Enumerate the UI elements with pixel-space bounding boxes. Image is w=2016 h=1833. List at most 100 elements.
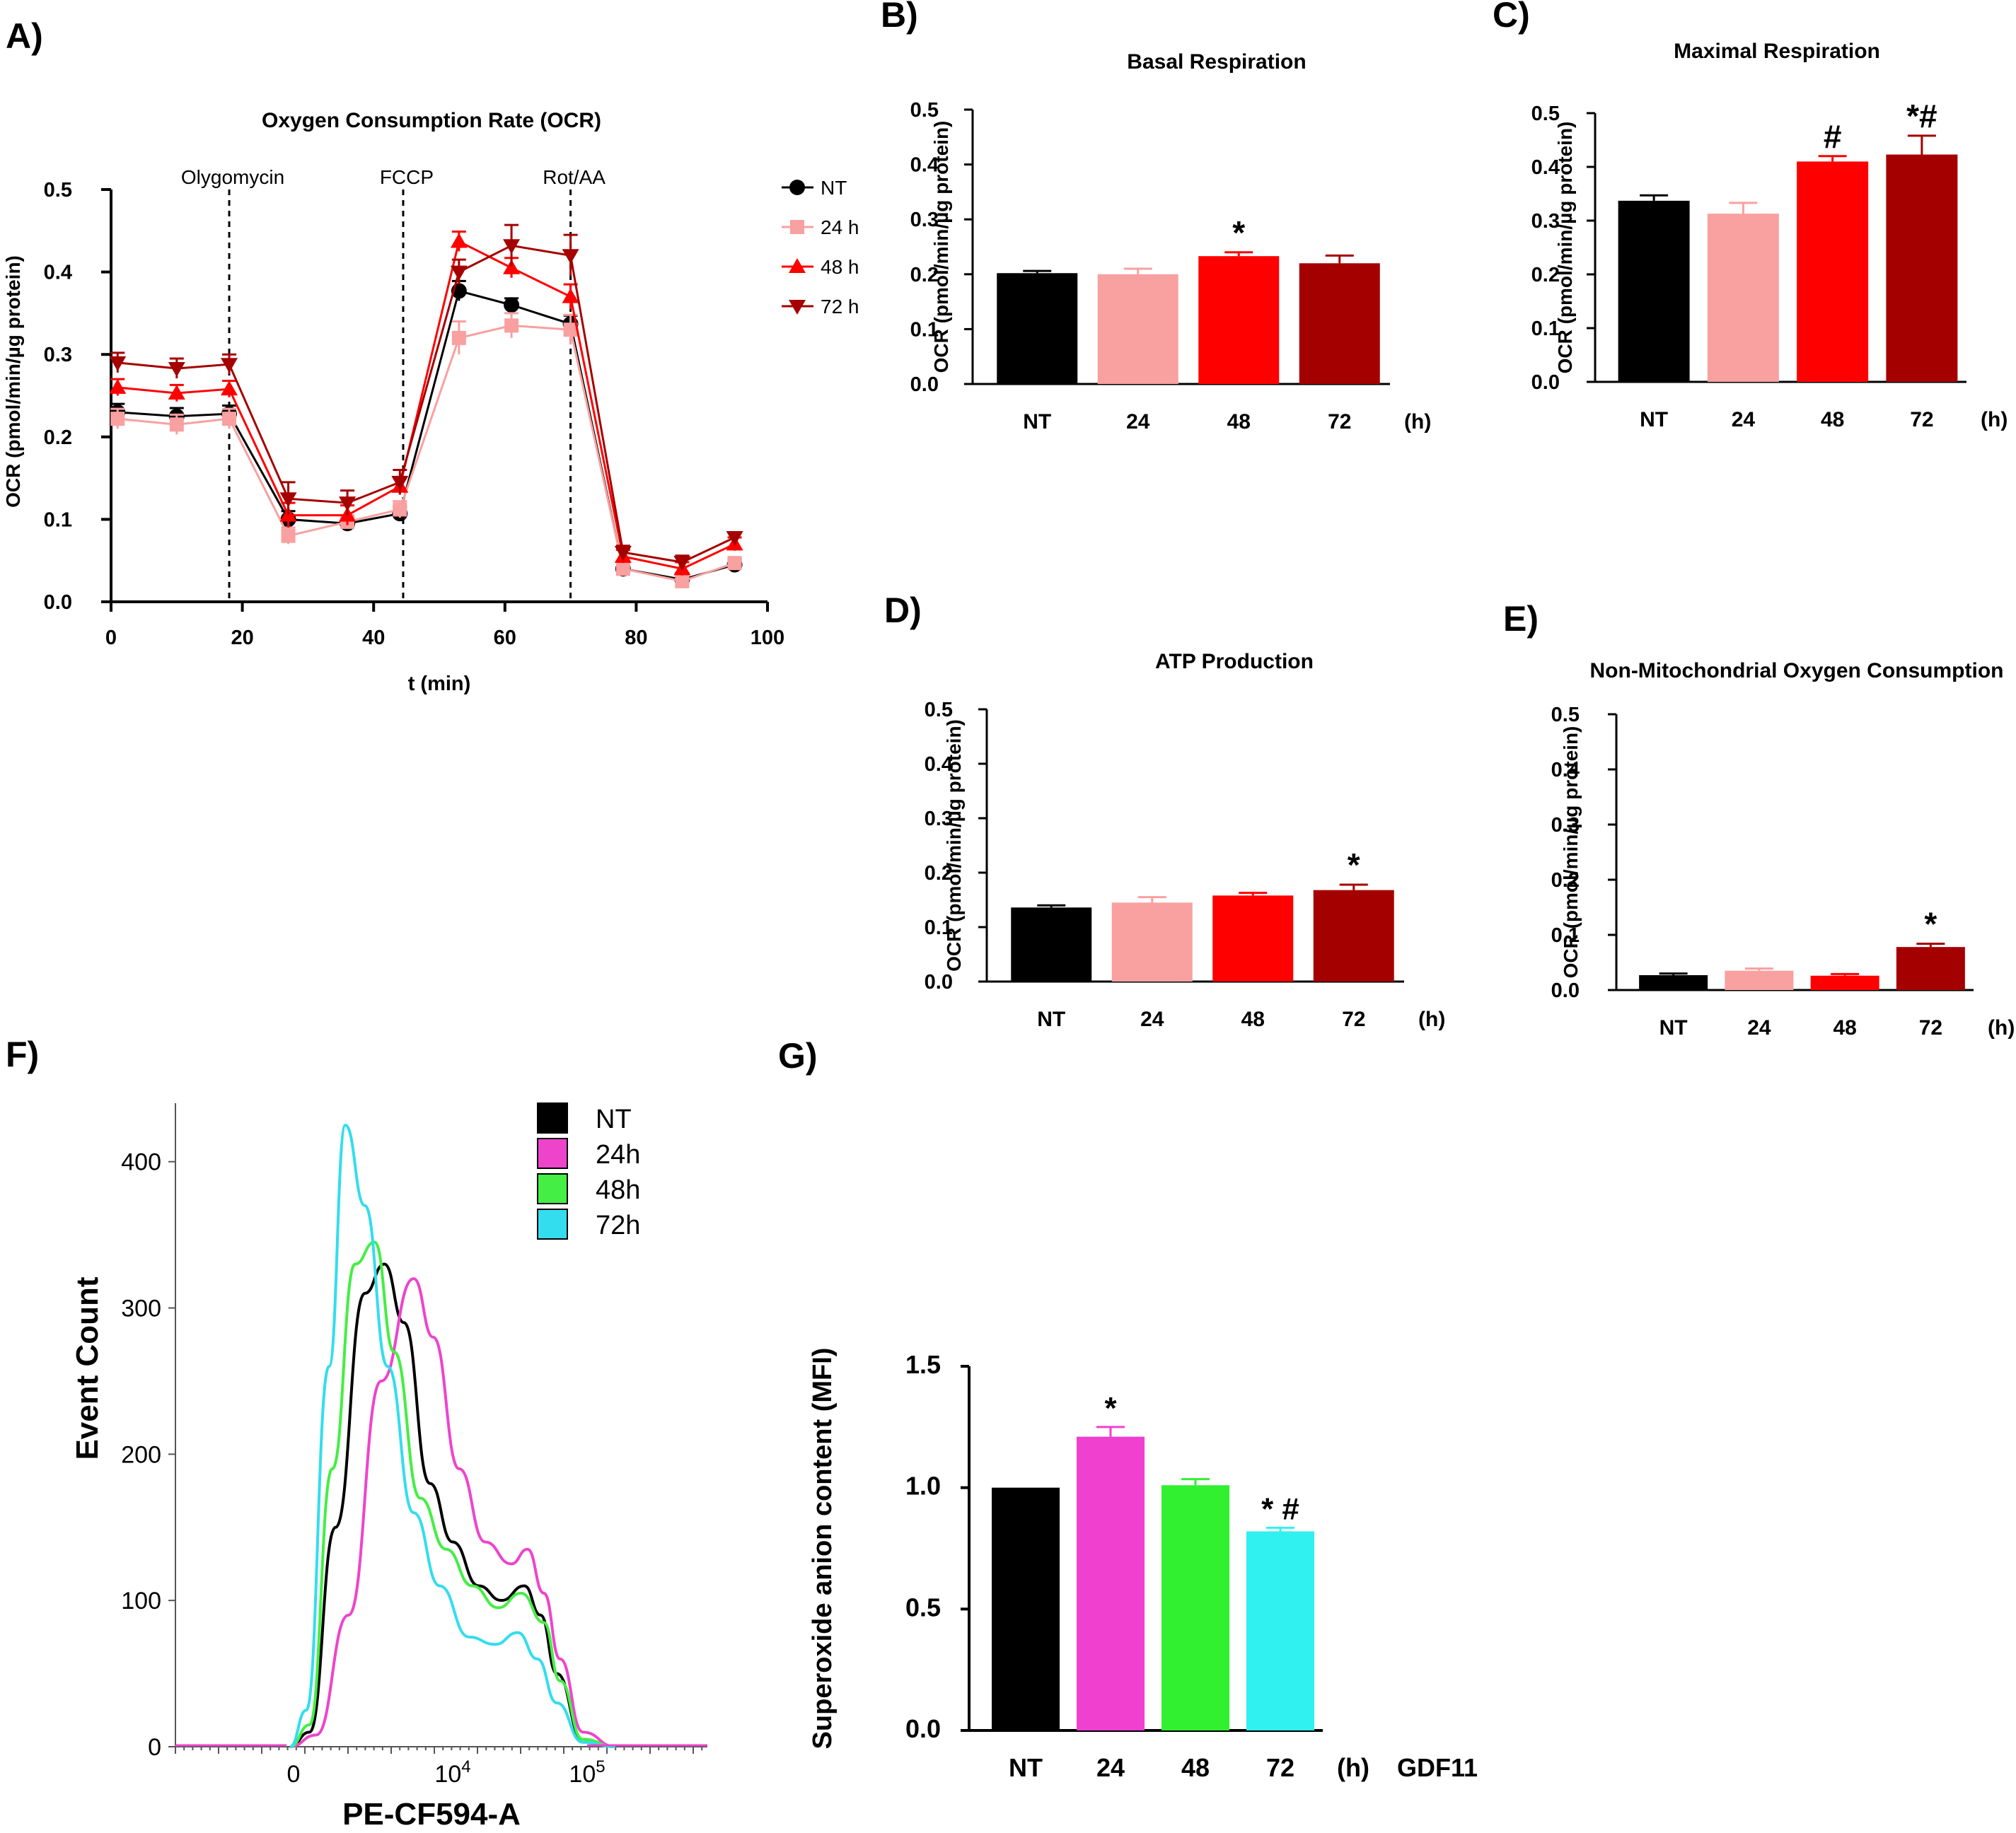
significance-mark: # xyxy=(1824,118,1842,155)
x-tick-label: 60 xyxy=(494,627,516,649)
y-axis-label: OCR (pmol/min/µg protein) xyxy=(930,121,952,373)
y-tick-label: 0.2 xyxy=(1531,264,1560,286)
legend-label: 24 h xyxy=(821,216,859,238)
bar-24 xyxy=(1077,1436,1145,1730)
category-label: NT xyxy=(1659,1016,1688,1040)
bar-48 xyxy=(1212,895,1294,982)
bar-48 xyxy=(1810,975,1879,990)
category-label: 24 xyxy=(1732,408,1756,431)
y-tick-label: 0.0 xyxy=(905,1714,941,1743)
y-tick-label: 0 xyxy=(148,1734,161,1761)
y-tick-label: 400 xyxy=(121,1149,161,1176)
data-point xyxy=(504,297,520,313)
data-point xyxy=(221,380,238,396)
bar-NT xyxy=(1011,907,1092,982)
y-axis-label: OCR (pmol/min/µg protein) xyxy=(2,255,24,508)
y-tick-label: 0.4 xyxy=(44,262,72,284)
significance-mark: *# xyxy=(1906,98,1937,134)
y-tick-label: 0.0 xyxy=(1551,979,1580,1002)
category-label: 48 xyxy=(1181,1753,1210,1782)
bar-48 xyxy=(1198,256,1280,384)
x-tick-label: 0 xyxy=(105,627,117,649)
significance-mark: * xyxy=(1924,905,1937,942)
legend-swatch xyxy=(537,1102,568,1134)
data-point xyxy=(393,502,407,517)
series-line xyxy=(117,324,736,583)
x-tick-label: 104 xyxy=(434,1757,470,1788)
data-point xyxy=(109,356,127,371)
bar-72 xyxy=(1246,1531,1314,1730)
panel-label: E) xyxy=(1503,599,1539,639)
histogram-72h xyxy=(289,1124,616,1748)
y-tick-label: 0.5 xyxy=(925,699,953,721)
injection-label: Rot/AA xyxy=(543,166,606,188)
series-48 xyxy=(109,230,743,576)
category-label: NT xyxy=(1640,408,1668,431)
data-point xyxy=(675,574,690,588)
y-tick-label: 300 xyxy=(121,1296,161,1322)
bar-NT xyxy=(1639,974,1708,990)
data-point xyxy=(221,358,238,373)
y-tick-label: 1.0 xyxy=(905,1472,941,1501)
y-tick-label: 0.5 xyxy=(44,179,72,202)
y-tick-label: 0.1 xyxy=(925,916,953,939)
legend-label: NT xyxy=(821,177,847,199)
bar-72 xyxy=(1299,263,1380,384)
y-tick-label: 0.5 xyxy=(910,99,939,122)
legend-label: 72 h xyxy=(821,296,859,318)
y-tick-label: 0.2 xyxy=(1551,869,1580,892)
unit-label: (h) xyxy=(1337,1753,1369,1782)
panel-c-maximal-respiration: C) Maximal Respiration 0.0 0.1 0.2 0.3 0.4 0.5O… xyxy=(1493,0,2008,431)
y-tick-label: 0.5 xyxy=(1531,103,1560,125)
legend-marker xyxy=(789,258,806,273)
category-label: 72 xyxy=(1266,1753,1294,1782)
significance-mark: * xyxy=(1232,214,1245,251)
y-tick-label: 1.5 xyxy=(905,1350,941,1379)
legend-label: 48 h xyxy=(821,256,859,278)
x-tick-label: 80 xyxy=(625,627,647,649)
y-axis-label: OCR (pmol/min/µg protein) xyxy=(943,719,965,972)
y-tick-label: 0.5 xyxy=(905,1593,941,1622)
data-point xyxy=(450,265,468,281)
data-point xyxy=(110,412,125,426)
data-point xyxy=(450,233,468,248)
data-point xyxy=(169,417,184,432)
series-72 xyxy=(109,223,743,571)
legend-label: NT xyxy=(596,1105,632,1134)
category-label: 72 xyxy=(1910,408,1933,431)
data-point xyxy=(279,492,297,508)
histogram-24h xyxy=(289,1277,616,1748)
bar-24 xyxy=(1097,274,1178,384)
unit-label: (h) xyxy=(1404,410,1431,433)
data-point xyxy=(109,378,127,394)
category-label: 72 xyxy=(1919,1016,1942,1040)
legend-label: 24h xyxy=(596,1140,640,1170)
data-point xyxy=(726,531,743,547)
panel-a-ocr-timecourse: A) Oxygen Consumption Rate (OCR) 0.0 0.1 0.2… xyxy=(2,16,859,695)
bar-NT xyxy=(992,1487,1060,1730)
y-tick-label: 0.3 xyxy=(44,344,72,366)
y-axis-label: Event Count xyxy=(70,1276,105,1460)
data-point xyxy=(562,249,579,264)
bar-24 xyxy=(1707,214,1779,382)
legend-marker xyxy=(789,180,805,195)
bar-72 xyxy=(1896,947,1965,990)
significance-mark: * xyxy=(1348,846,1360,883)
bar-NT xyxy=(1618,200,1690,382)
injection-label: Olygomycin xyxy=(181,166,284,188)
y-tick-label: 0.3 xyxy=(1551,814,1580,837)
legend-marker xyxy=(789,300,806,315)
injection-label: FCCP xyxy=(380,166,434,188)
panel-g-superoxide: G) 0.0 0.5 1.0 1.5 Superoxide anion content (… xyxy=(778,1036,1478,1782)
y-tick-label: 0.3 xyxy=(910,209,939,231)
y-axis-label: OCR (pmol/min/µg protein) xyxy=(1560,726,1582,979)
category-label: 72 xyxy=(1328,410,1351,433)
category-label: NT xyxy=(1037,1008,1065,1031)
bar-48 xyxy=(1161,1485,1229,1730)
data-point xyxy=(168,362,185,378)
unit-label: (h) xyxy=(1988,1016,2015,1040)
y-tick-label: 0.3 xyxy=(1531,210,1560,233)
category-label: NT xyxy=(1023,410,1051,433)
y-tick-label: 0.4 xyxy=(1551,759,1580,781)
treatment-label: GDF11 xyxy=(1397,1753,1478,1782)
